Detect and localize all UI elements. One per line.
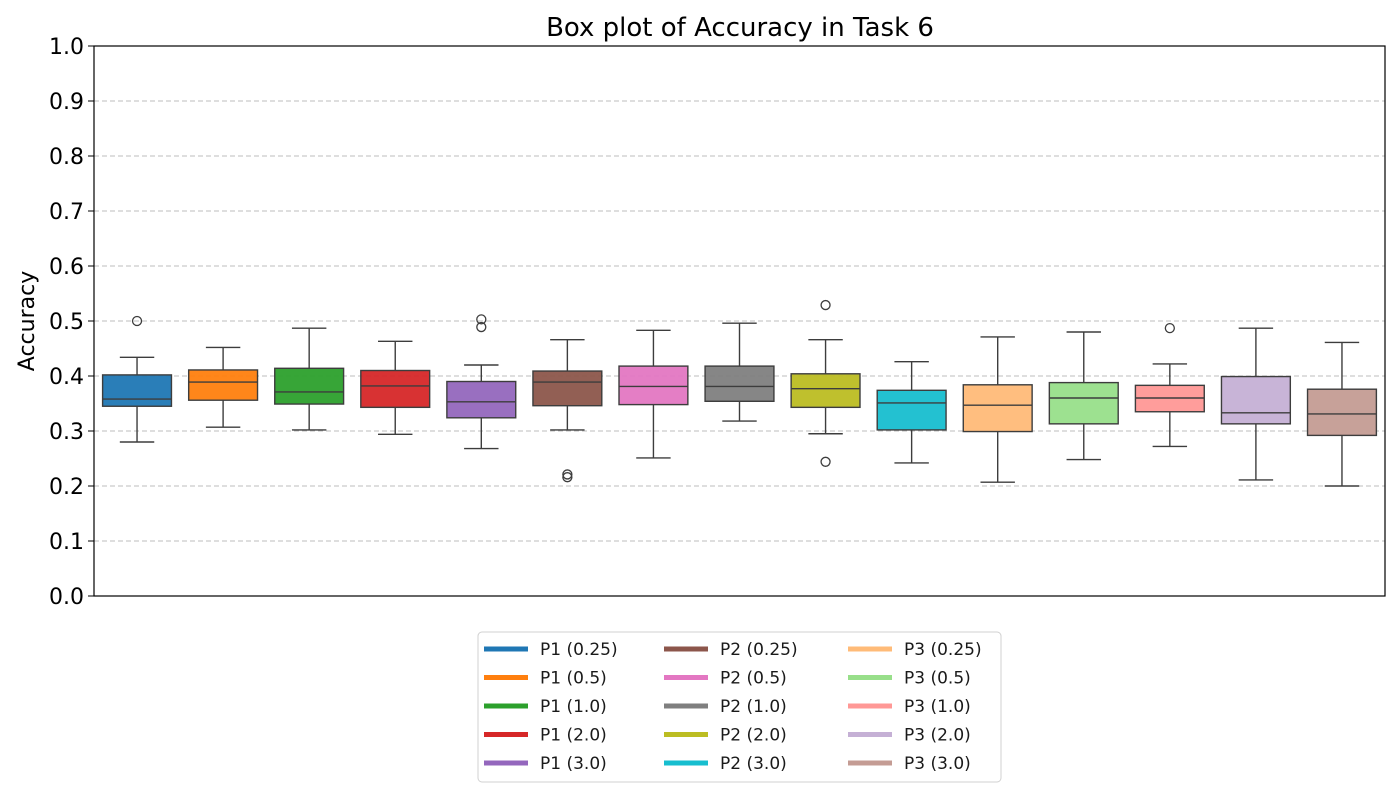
y-tick-label: 0.3 — [49, 420, 84, 445]
iqr-box — [187, 369, 259, 401]
y-tick-label: 0.1 — [49, 530, 84, 555]
y-tick-label: 0.9 — [49, 90, 84, 115]
iqr-box — [532, 370, 603, 407]
legend: P1 (0.25) P1 (0.5) P1 (1.0) P1 (2.0) P1 (3.0… — [477, 631, 1002, 783]
box-15 — [1306, 341, 1378, 487]
legend-label: P1 (3.0) — [540, 754, 607, 774]
legend-label: P3 (0.5) — [904, 669, 971, 689]
outlier-point — [131, 315, 143, 327]
legend-label: P1 (1.0) — [540, 697, 607, 717]
outlier-point — [1164, 322, 1175, 334]
legend-label: P2 (0.25) — [720, 640, 798, 660]
y-tick-label: 0.6 — [49, 255, 84, 280]
box-13 — [1134, 322, 1205, 448]
box-14 — [1220, 327, 1292, 481]
box-5 — [446, 314, 517, 450]
y-tick-label: 0.7 — [49, 200, 84, 225]
outlier-point — [562, 472, 573, 483]
box-2 — [187, 346, 259, 428]
y-tick-label: 0.8 — [49, 145, 84, 170]
legend-label: P1 (0.5) — [540, 669, 607, 689]
y-tick-label: 0.4 — [49, 365, 84, 390]
box-9 — [790, 299, 861, 467]
legend-label: P3 (3.0) — [904, 754, 971, 774]
iqr-box — [704, 365, 775, 403]
outlier-point — [820, 299, 831, 311]
legend-label: P3 (2.0) — [904, 726, 971, 746]
y-tick-label: 0.0 — [49, 585, 84, 610]
outlier-point — [562, 469, 573, 480]
legend-label: P1 (2.0) — [540, 726, 607, 746]
plot-area-frame — [93, 45, 1386, 597]
y-axis-ticks: 0.0 0.1 0.2 0.3 0.4 0.5 0.6 0.7 0.8 0.9 1.0 — [49, 35, 94, 610]
y-tick-label: 1.0 — [49, 35, 84, 60]
outlier-point — [820, 456, 831, 467]
legend-label: P2 (1.0) — [720, 697, 787, 717]
iqr-box — [1048, 381, 1119, 425]
iqr-box — [1220, 375, 1292, 425]
box-7 — [618, 329, 689, 459]
y-tick-label: 0.5 — [49, 310, 84, 335]
iqr-box — [1306, 388, 1378, 437]
box-12 — [1048, 331, 1119, 461]
iqr-box — [446, 380, 517, 419]
boxes — [101, 299, 1378, 487]
iqr-box — [962, 384, 1033, 433]
legend-label: P1 (0.25) — [540, 640, 618, 660]
iqr-box — [790, 373, 861, 409]
box-1 — [101, 315, 173, 443]
iqr-box — [618, 365, 689, 406]
iqr-box — [274, 367, 345, 405]
legend-label: P2 (2.0) — [720, 726, 787, 746]
legend-frame — [477, 631, 1002, 783]
gridlines — [94, 100, 1385, 542]
outlier-point — [476, 314, 487, 325]
legend-label: P2 (3.0) — [720, 754, 787, 774]
chart-title: Box plot of Accuracy in Task 6 — [546, 13, 934, 43]
box-11 — [962, 336, 1033, 483]
legend-label: P3 (1.0) — [904, 697, 971, 717]
box-6 — [532, 339, 603, 483]
legend-label: P3 (0.25) — [904, 640, 982, 660]
y-tick-label: 0.2 — [49, 475, 84, 500]
box-10 — [876, 361, 947, 464]
box-3 — [274, 327, 345, 431]
outlier-point — [476, 321, 487, 333]
iqr-box — [876, 389, 947, 431]
iqr-box — [101, 374, 173, 407]
iqr-box — [360, 369, 431, 409]
legend-label: P2 (0.5) — [720, 669, 787, 689]
y-axis-label: Accuracy — [15, 271, 40, 371]
box-8 — [704, 322, 775, 422]
box-4 — [360, 340, 431, 435]
